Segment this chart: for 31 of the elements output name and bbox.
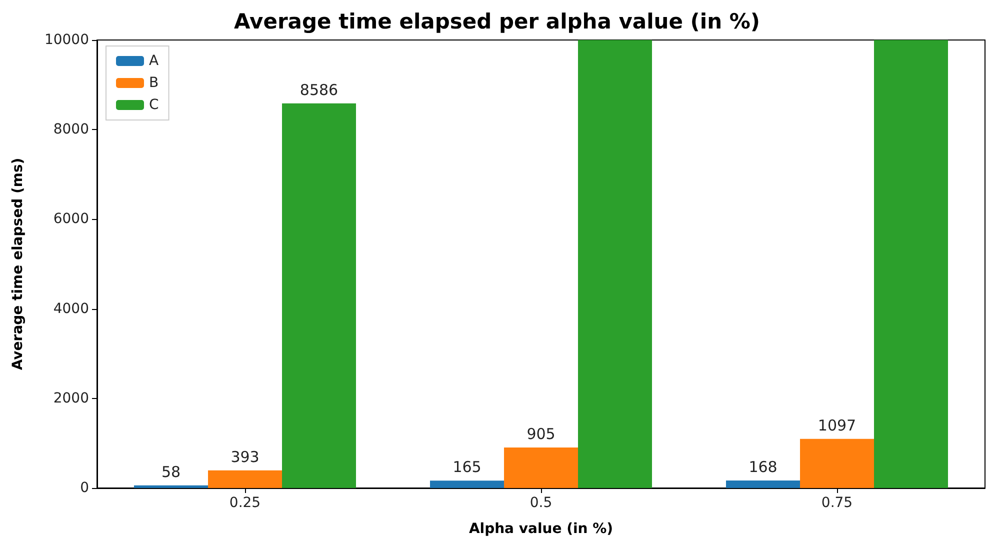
legend-label: A: [149, 53, 159, 69]
bar: [282, 103, 356, 488]
bar: [504, 447, 578, 488]
bar: [726, 480, 800, 488]
legend-label: C: [149, 97, 159, 113]
x-axis-title: Alpha value (in %): [468, 521, 614, 537]
x-tick-label: 0.25: [229, 495, 261, 511]
data-label: 8586: [300, 80, 338, 99]
bar: [800, 438, 874, 488]
data-label: 393: [230, 448, 260, 466]
chart-title: Average time elapsed per alpha value (in %): [234, 10, 760, 34]
y-tick-label: 8000: [53, 122, 89, 138]
data-label: 1097: [818, 416, 856, 434]
bar: [430, 480, 504, 488]
legend-label: B: [149, 75, 159, 91]
x-tick-label: 0.75: [821, 495, 853, 511]
bar: [874, 40, 948, 488]
data-label: 168: [748, 458, 778, 476]
data-label: 165: [452, 458, 482, 476]
y-tick-label: 10000: [44, 32, 89, 48]
data-label: 58: [161, 462, 181, 481]
y-tick-label: 2000: [53, 390, 89, 406]
y-tick-label: 6000: [53, 211, 89, 228]
y-axis-title: Average time elapsed (ms): [10, 158, 26, 370]
y-tick-label: 4000: [53, 300, 89, 317]
y-tick-label: 0: [80, 480, 89, 496]
bar: [578, 40, 652, 488]
bar: [134, 485, 208, 488]
x-tick-label: 0.5: [530, 495, 552, 511]
bar: [208, 470, 282, 488]
data-label: 905: [526, 424, 556, 443]
